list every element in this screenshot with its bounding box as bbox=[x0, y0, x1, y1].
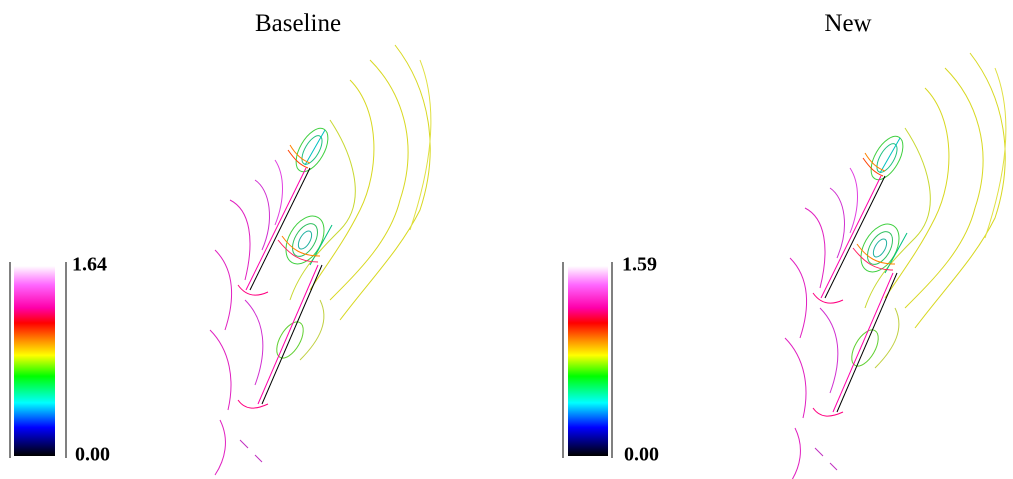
contour-plot bbox=[784, 52, 1007, 479]
panel-title: Baseline bbox=[255, 10, 341, 37]
colorbar: 1.64 0.00 bbox=[9, 254, 110, 466]
colorbar-min: 0.00 bbox=[75, 444, 110, 466]
contour-plot bbox=[209, 44, 432, 476]
colorbar: 1.59 0.00 bbox=[562, 254, 659, 466]
colorbar-max: 1.64 bbox=[72, 254, 107, 276]
colorbar-max: 1.59 bbox=[622, 254, 657, 276]
colorbar-min: 0.00 bbox=[624, 444, 659, 466]
panel-title: New bbox=[824, 10, 871, 37]
